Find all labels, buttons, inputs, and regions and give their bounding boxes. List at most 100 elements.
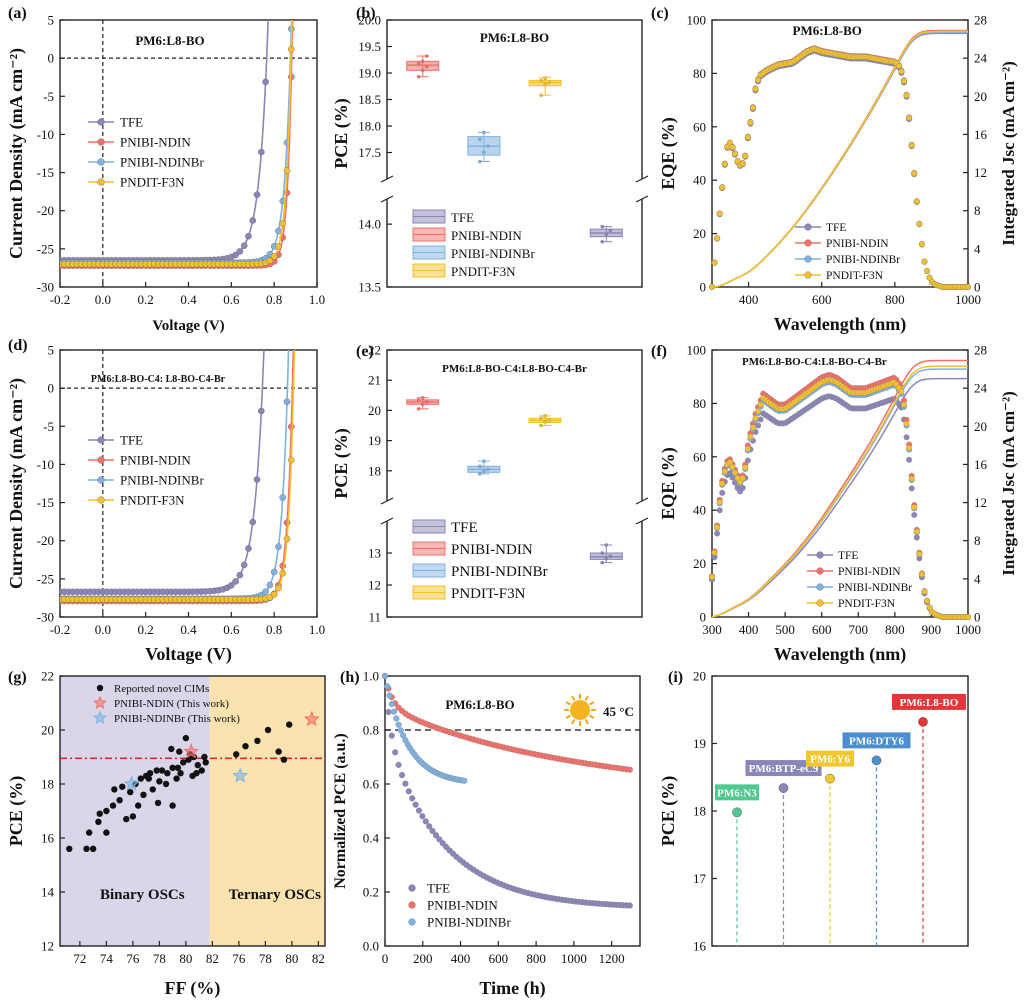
a-y-tick-label: 5 [48,13,55,28]
b-box-point-PNIBI-NDINBr [486,144,490,148]
h-legend-label-TFE: TFE [427,881,450,896]
a-data-point-TFE [245,232,252,240]
f-y2-tick-label: 8 [974,533,981,548]
b-box-point-PNIBI-NDINBr [478,159,482,164]
h-data-point-TFE [626,902,633,909]
f-y2-tick-label: 12 [974,495,987,510]
d-data-point-PNDIT-F3N [275,584,282,592]
c-x-tick-label: 600 [812,292,832,307]
f-y-axis-label: EQE (%) [658,447,679,520]
c-x-tick-label: 400 [739,292,759,307]
a-x-tick-label: 1.0 [309,292,325,307]
i-label-4: PM6:L8-BO [900,697,959,709]
sun-ray [565,714,571,719]
g-reported-point [146,770,154,777]
e-box-point-PNIBI-NDINBr [482,469,486,474]
a-legend-label-PNIBI-NDINBr: PNIBI-NDINBr [120,155,204,170]
e-legend-label-TFE: TFE [451,520,478,536]
f-y-tick-label: 40 [693,503,706,518]
d-data-point-PNIBI-NDINBr [262,588,269,595]
g-reported-point [173,775,180,782]
c-integrated-jsc-line-PNDIT-F3N [711,30,968,288]
f-eqe-point-PNDIT-F3N [908,475,915,482]
a-legend-swatch-PNDIT-F3N [97,178,105,186]
b-box-point-PNIBI-NDIN [424,64,429,69]
a-x-tick-label: 0.2 [138,292,154,307]
a-y-axis-label: Current Density (mA cm⁻²) [6,48,27,259]
b-y-tick-label: 20.0 [358,13,381,28]
g-reported-point [233,751,240,758]
e-y-tick-label: 13 [368,546,381,561]
f-eqe-point-PNDIT-F3N [918,571,925,578]
g-y-tick-label: 14 [41,885,55,900]
e-axis-break-gap [635,501,649,521]
b-axis-break-gap [635,179,649,199]
g-reported-point [162,780,170,788]
a-data-point-TFE [262,78,269,86]
i-label-box-4 [892,693,966,710]
g-reported-point [140,791,147,798]
g-reported-point [185,756,192,763]
g-reported-point [129,813,137,820]
f-x-tick-label: 800 [885,622,905,637]
g-reported-point [85,829,93,836]
g-this-work-star-PNIBI-NDINBr [123,775,140,791]
f-eqe-point-PNDIT-F3N [911,504,918,511]
h-legend-label-PNIBI-NDINBr: PNIBI-NDINBr [427,915,511,930]
e-box-point-PNIBI-NDIN [420,402,425,407]
f-y2-tick-label: 24 [974,381,988,396]
d-data-point-TFE [228,582,235,589]
i-y-tick-label: 19 [693,736,706,751]
b-axis-break-mark [380,195,394,203]
panel-label-a: (a) [8,5,27,22]
d-y-tick-label: 0 [48,381,55,396]
f-eqe-point-PNDIT-F3N [721,468,728,475]
b-box-point-PNIBI-NDIN [424,54,429,58]
g-legend-label-reported: Reported novel CIMs [114,683,209,695]
panel-label-b: (b) [356,5,376,22]
c-x-axis-label: Wavelength (nm) [774,314,907,335]
f-y2-tick-label: 0 [974,610,981,625]
c-eqe-point-PNDIT-F3N [716,210,723,217]
c-y2-tick-label: 4 [974,241,981,256]
i-y-axis-label: PCE (%) [658,776,679,847]
i-plot-frame [711,675,969,947]
h-x-axis-label: Time (h) [479,978,545,999]
b-y-tick-label: 13.5 [358,280,381,295]
e-y-tick-label: 18 [368,463,381,478]
a-data-point-PNDIT-F3N [279,220,287,227]
f-eqe-point-PNDIT-F3N [716,499,723,506]
a-chart-title: PM6:L8-BO [135,33,204,48]
d-x-tick-label: 0.4 [180,622,197,637]
g-reported-point [153,767,160,774]
e-box-point-PNIBI-NDINBr [482,459,486,463]
i-label-box-0 [715,784,759,801]
h-data-point-TFE [385,708,392,716]
g-this-work-star-PNIBI-NDINBr [232,767,249,783]
f-eqe-point-PNDIT-F3N [924,598,930,604]
e-y-tick-label: 21 [368,373,381,388]
h-data-point-TFE [388,732,395,739]
c-legend-label-PNIBI-NDIN: PNIBI-NDIN [826,238,889,250]
h-x-tick-label: 800 [526,951,546,966]
f-eqe-point-PNDIT-F3N [903,420,910,427]
g-reported-point [177,770,184,777]
h-data-point-TFE [436,836,443,843]
g-reported-point [149,786,156,793]
b-box-point-PNDIT-F3N [543,76,547,81]
b-y-tick-label: 17.5 [358,145,381,160]
d-legend-swatch-PNIBI-NDIN [97,456,105,464]
c-legend-swatch-PNIBI-NDIN [804,239,812,247]
d-y-axis-label: Current Density (mA cm⁻²) [6,378,27,589]
b-box-point-PNDIT-F3N [543,82,547,87]
b-legend-label-PNIBI-NDINBr: PNIBI-NDINBr [451,246,535,261]
h-data-point-TFE [429,827,436,834]
f-eqe-point-TFE [755,422,762,429]
f-eqe-point-TFE [739,484,746,491]
d-legend-label-PNIBI-NDINBr: PNIBI-NDINBr [120,473,204,488]
panel-label-f: (f) [651,343,667,360]
f-eqe-point-PNDIT-F3N [714,524,721,531]
e-box-point-PNIBI-NDINBr [478,464,482,469]
c-legend-label-PNIBI-NDINBr: PNIBI-NDINBr [826,254,900,266]
a-data-point-PNDIT-F3N [270,253,278,260]
